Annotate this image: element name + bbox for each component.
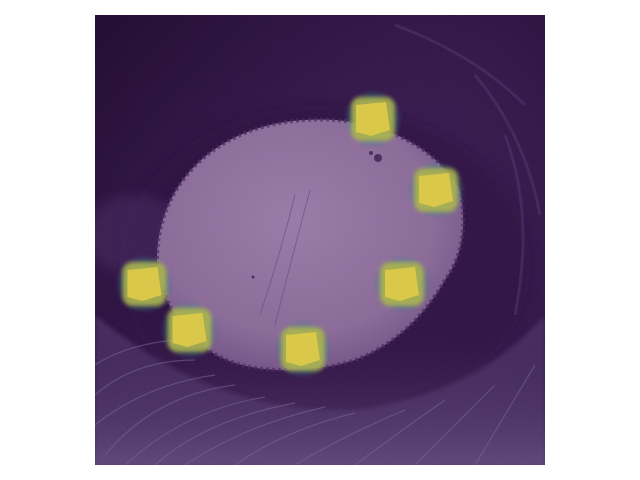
- keypoint-upper-right: [406, 160, 467, 221]
- keypoint-core: [419, 173, 454, 208]
- keypoint-core: [172, 313, 207, 347]
- eye-heatmap-image: [95, 15, 545, 465]
- image-noise: [95, 15, 545, 465]
- keypoint-bottom-center: [272, 318, 333, 379]
- keypoint-heatmaps: [114, 88, 467, 379]
- keypoint-right: [371, 254, 432, 315]
- keypoint-core: [127, 267, 162, 302]
- keypoint-top: [343, 88, 404, 149]
- keypoint-core: [356, 101, 391, 136]
- keypoint-bottom-left: [159, 300, 220, 360]
- keypoint-left: [114, 254, 175, 315]
- eye-image-svg: [95, 15, 545, 465]
- keypoint-core: [384, 267, 419, 302]
- keypoint-core: [285, 331, 320, 366]
